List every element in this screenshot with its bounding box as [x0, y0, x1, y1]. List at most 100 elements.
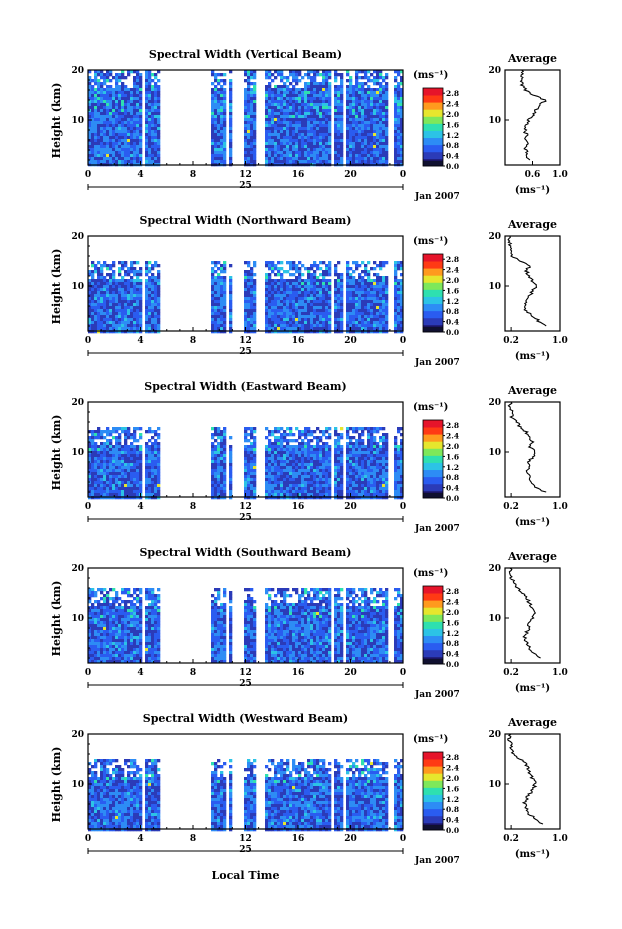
colorbar-swatch [423, 151, 443, 160]
colorbar-swatch [423, 420, 443, 428]
colorbar-tick-label: 1.6 [446, 452, 459, 461]
colorbar-swatch [423, 268, 443, 276]
x-tick-label: 0 [400, 668, 406, 678]
colorbar-tick-label: 0.0 [446, 826, 459, 835]
colorbar-swatch [423, 137, 443, 146]
profile-frame [504, 567, 561, 664]
x-tick-label: 20 [344, 170, 357, 180]
colorbar-tick-label: 0.0 [446, 494, 459, 503]
y-tick-label: 10 [71, 116, 84, 126]
colorbar-swatch [423, 109, 443, 117]
colorbar-swatch [423, 607, 443, 615]
profile-line [507, 235, 547, 327]
x-tick-label: 4 [137, 336, 143, 346]
panel-3: Spectral Width (Southward Beam) 0 4 8 12 16 20… [50, 546, 568, 700]
heatmap [88, 759, 404, 832]
x-tick-label: 12 [239, 834, 252, 844]
colorbar-tick-label: 2.4 [446, 598, 459, 607]
colorbar-swatch [423, 614, 443, 622]
colorbar-swatch [423, 780, 443, 788]
profile-x-tick-label: 0.2 [503, 668, 519, 678]
heatmap [88, 588, 404, 664]
x-tick-label: 0 [85, 336, 91, 346]
profile-y-tick-label: 20 [488, 564, 501, 574]
colorbar-swatch [423, 102, 443, 110]
colorbar-base [423, 493, 443, 498]
colorbar-swatch [423, 801, 443, 810]
colorbar-frame [422, 87, 444, 167]
colorbar-tick-label: 2.0 [446, 110, 459, 119]
colorbar-swatch [423, 88, 443, 96]
x-tick-label: 16 [292, 336, 305, 346]
colorbar-swatch [423, 635, 443, 644]
x-tick-label: 4 [137, 170, 143, 180]
colorbar-frame [422, 419, 444, 499]
profile-y-tick-label: 20 [488, 398, 501, 408]
colorbar-swatch [423, 289, 443, 297]
colorbar-base [423, 825, 443, 830]
x-tick-label: 4 [137, 834, 143, 844]
profile-x-tick-label: 1.0 [552, 502, 568, 512]
date-label: Jan 2007 [414, 192, 460, 202]
colorbar-swatch [423, 95, 443, 103]
colorbar-tick-label: 2.8 [446, 255, 459, 264]
colorbar-swatch [423, 434, 443, 442]
profile-line [508, 567, 541, 659]
colorbar-unit: (ms⁻¹) [413, 568, 448, 579]
profile-title: Average [507, 716, 557, 729]
x-tick-label: 16 [292, 668, 305, 678]
profile-x-tick-label: 0.2 [503, 502, 519, 512]
colorbar-tick-label: 0.0 [446, 660, 459, 669]
x-tick-label: 0 [400, 502, 406, 512]
profile-y-tick-label: 10 [488, 614, 501, 624]
panel-title: Spectral Width (Vertical Beam) [149, 48, 342, 61]
y-axis-label: Height (km) [50, 415, 63, 491]
colorbar-frame [422, 751, 444, 831]
colorbar-unit: (ms⁻¹) [413, 734, 448, 745]
colorbar-swatch [423, 600, 443, 608]
y-axis-label: Height (km) [50, 747, 63, 823]
colorbar-tick-label: 2.8 [446, 587, 459, 596]
x-tick-label: 12 [239, 668, 252, 678]
date-label: Jan 2007 [414, 358, 460, 368]
x-tick-label: 0 [85, 502, 91, 512]
colorbar-swatch [423, 441, 443, 449]
colorbar-tick-label: 2.8 [446, 421, 459, 430]
x-tick-label: 0 [85, 834, 91, 844]
profile-x-label: (ms⁻¹) [515, 683, 550, 694]
profile-frame [504, 69, 561, 166]
profile-frame [504, 733, 561, 830]
colorbar-swatch [423, 275, 443, 283]
colorbar-tick-label: 2.0 [446, 442, 459, 451]
profile-x-label: (ms⁻¹) [515, 185, 550, 196]
colorbar-swatch [423, 317, 443, 326]
x-tick-label: 0 [85, 668, 91, 678]
colorbar-tick-label: 0.8 [446, 307, 459, 316]
profile-x-tick-label: 1.0 [552, 336, 568, 346]
colorbar-tick-label: 1.2 [446, 795, 459, 804]
y-axis-label: Height (km) [50, 581, 63, 657]
panel-title: Spectral Width (Northward Beam) [140, 214, 352, 227]
profile-x-label: (ms⁻¹) [515, 849, 550, 860]
profile-x-tick-label: 1.0 [552, 834, 568, 844]
y-axis-label: Height (km) [50, 83, 63, 159]
profile-y-tick-label: 10 [488, 116, 501, 126]
colorbar-tick-label: 1.6 [446, 618, 459, 627]
colorbar-swatch [423, 593, 443, 601]
colorbar-unit: (ms⁻¹) [413, 70, 448, 81]
colorbar-tick-label: 0.8 [446, 141, 459, 150]
colorbar-swatch [423, 261, 443, 269]
colorbar-tick-label: 2.0 [446, 276, 459, 285]
colorbar-base [423, 327, 443, 332]
y-axis-label: Height (km) [50, 249, 63, 325]
date-label: Jan 2007 [414, 856, 460, 866]
colorbar-tick-label: 0.8 [446, 639, 459, 648]
colorbar-swatch [423, 815, 443, 824]
colorbar-tick-label: 1.2 [446, 131, 459, 140]
colorbar-swatch [423, 462, 443, 471]
colorbar-tick-label: 1.6 [446, 286, 459, 295]
colorbar-tick-label: 0.0 [446, 328, 459, 337]
colorbar-swatch [423, 794, 443, 803]
colorbar-swatch [423, 787, 443, 795]
